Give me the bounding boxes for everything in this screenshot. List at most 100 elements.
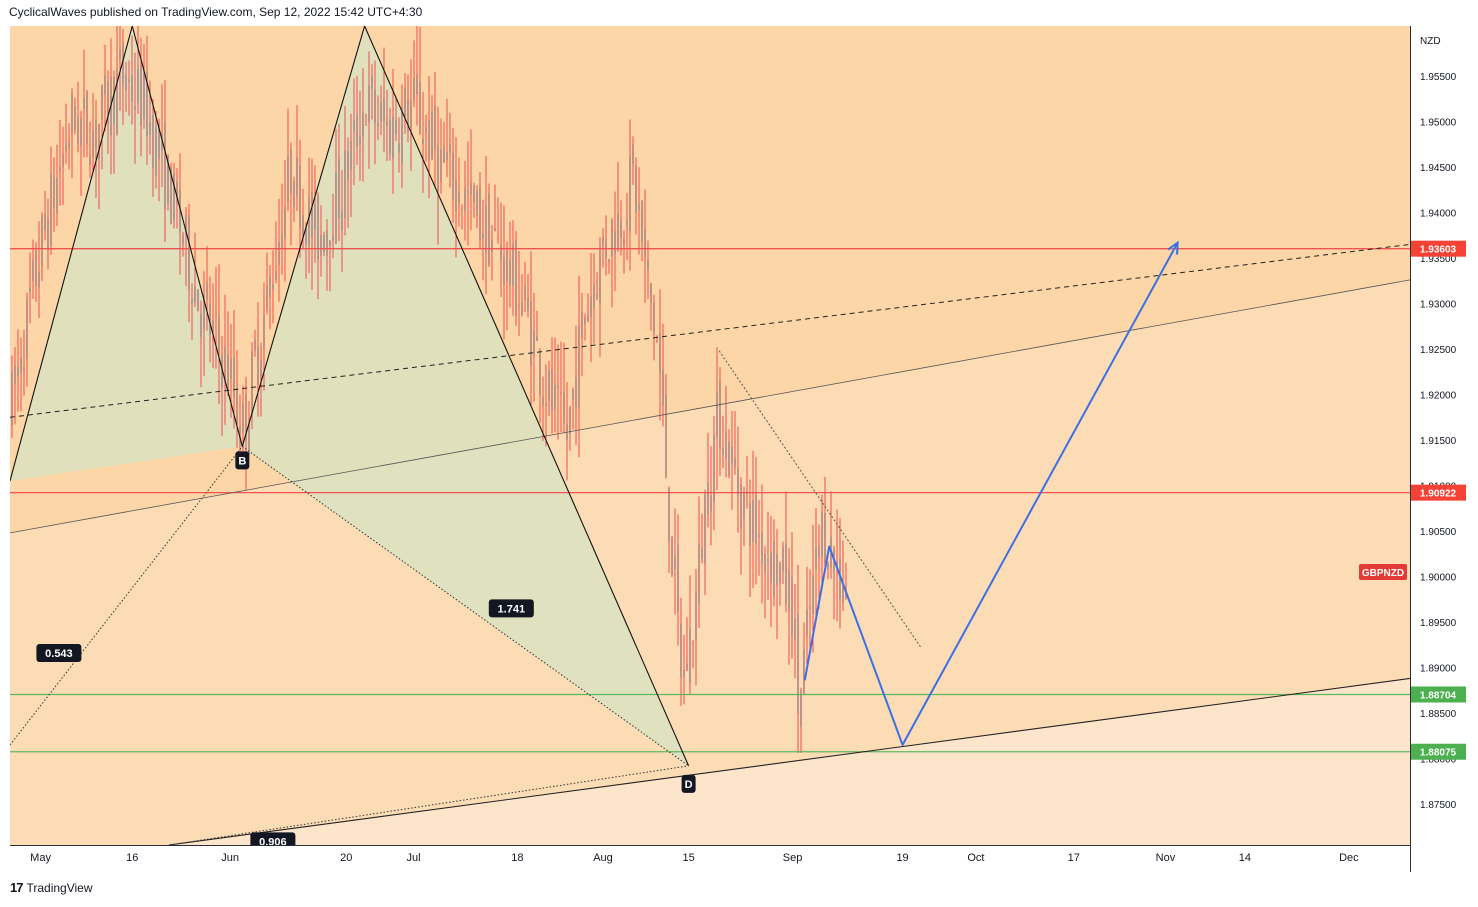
candle [344, 105, 346, 236]
candle-body [635, 165, 637, 213]
candle-body [728, 442, 730, 476]
candle-body [326, 230, 328, 256]
harmonic-ratio-label: 0.906 [250, 832, 296, 845]
candle-body [803, 649, 805, 695]
candle [644, 189, 646, 303]
candle [389, 107, 391, 161]
candle [794, 583, 796, 679]
candle-body [341, 211, 343, 231]
candle-body [308, 197, 310, 246]
candle [536, 310, 538, 341]
candle-body [680, 623, 682, 678]
candle-body [104, 75, 106, 95]
candle-body [470, 182, 472, 195]
candle-body [185, 215, 187, 236]
candle-body [491, 240, 493, 252]
candle-body [155, 127, 157, 176]
candle [338, 123, 340, 242]
candle-body [740, 484, 742, 528]
candle [410, 59, 412, 172]
candle-body [773, 541, 775, 597]
candle-body [146, 71, 148, 137]
candle-body [461, 208, 463, 210]
candle [599, 237, 601, 357]
candle-body [233, 357, 235, 398]
candle [764, 546, 766, 619]
candle [260, 342, 262, 417]
price-tick-label: 1.92500 [1420, 345, 1457, 356]
candle [182, 231, 184, 257]
candle [452, 127, 454, 223]
candle [197, 289, 199, 312]
candle-body [284, 207, 286, 239]
candle [347, 137, 349, 228]
candle-body [248, 422, 250, 454]
candle [254, 329, 256, 357]
candle-body [68, 141, 70, 149]
candle-body [695, 591, 697, 640]
candle-body [458, 191, 460, 204]
candle-body [608, 259, 610, 262]
candle [77, 81, 79, 153]
candle-body [467, 190, 469, 194]
candle-body [329, 240, 331, 246]
candle-body [413, 77, 415, 101]
candle [719, 367, 721, 477]
candle-body [65, 142, 67, 151]
candle [650, 282, 652, 331]
candle [125, 61, 127, 113]
candlestick-chart[interactable]: B D 0.543 1.741 0.906 GBPNZD NZD 1.87500 1.8800… [10, 26, 1470, 872]
candle-body [794, 618, 796, 640]
candle [695, 568, 697, 686]
candle [428, 75, 430, 199]
candle [356, 75, 358, 165]
candle [161, 84, 163, 188]
candle [647, 240, 649, 300]
candle-body [599, 247, 601, 304]
candle-body [779, 563, 781, 583]
candle-body [602, 236, 604, 245]
candle [104, 44, 106, 132]
candle [776, 529, 778, 640]
candle-body [683, 669, 685, 677]
candle [188, 203, 190, 323]
harmonic-ratio-line [10, 446, 243, 746]
symbol-tag-bg [1359, 564, 1407, 580]
candle [278, 198, 280, 302]
candle-body [80, 118, 82, 146]
candle-body [671, 536, 673, 575]
candle-body [464, 188, 466, 211]
candle [404, 73, 406, 134]
candle [122, 29, 124, 125]
candle [173, 162, 175, 229]
symbol-tag: GBPNZD [1359, 564, 1407, 580]
candle [362, 68, 364, 182]
candle-body [770, 552, 772, 583]
candle [464, 160, 466, 241]
candle [512, 220, 514, 316]
candle-body [446, 152, 448, 161]
candle-body [44, 213, 46, 230]
candle-body [314, 204, 316, 230]
candle [755, 456, 757, 585]
candle-body [569, 406, 571, 435]
candle-body [272, 284, 274, 289]
chart-frame[interactable]: B D 0.543 1.741 0.906 GBPNZD NZD 1.87500 1.8800… [10, 26, 1470, 872]
candle [158, 118, 160, 202]
projection-arrowhead-icon [1167, 240, 1179, 255]
candle [80, 110, 82, 196]
candle-body [488, 193, 490, 266]
candle [203, 271, 205, 376]
candle [395, 97, 397, 141]
candle [479, 171, 481, 249]
candle [569, 406, 571, 451]
candle-body [596, 294, 598, 298]
candle-body [242, 403, 244, 433]
candle [107, 70, 109, 154]
candle-body [128, 79, 130, 82]
projection-path [803, 242, 1179, 746]
candle [782, 541, 784, 585]
candle-body [71, 94, 73, 134]
candle [101, 84, 103, 170]
candle [380, 85, 382, 136]
